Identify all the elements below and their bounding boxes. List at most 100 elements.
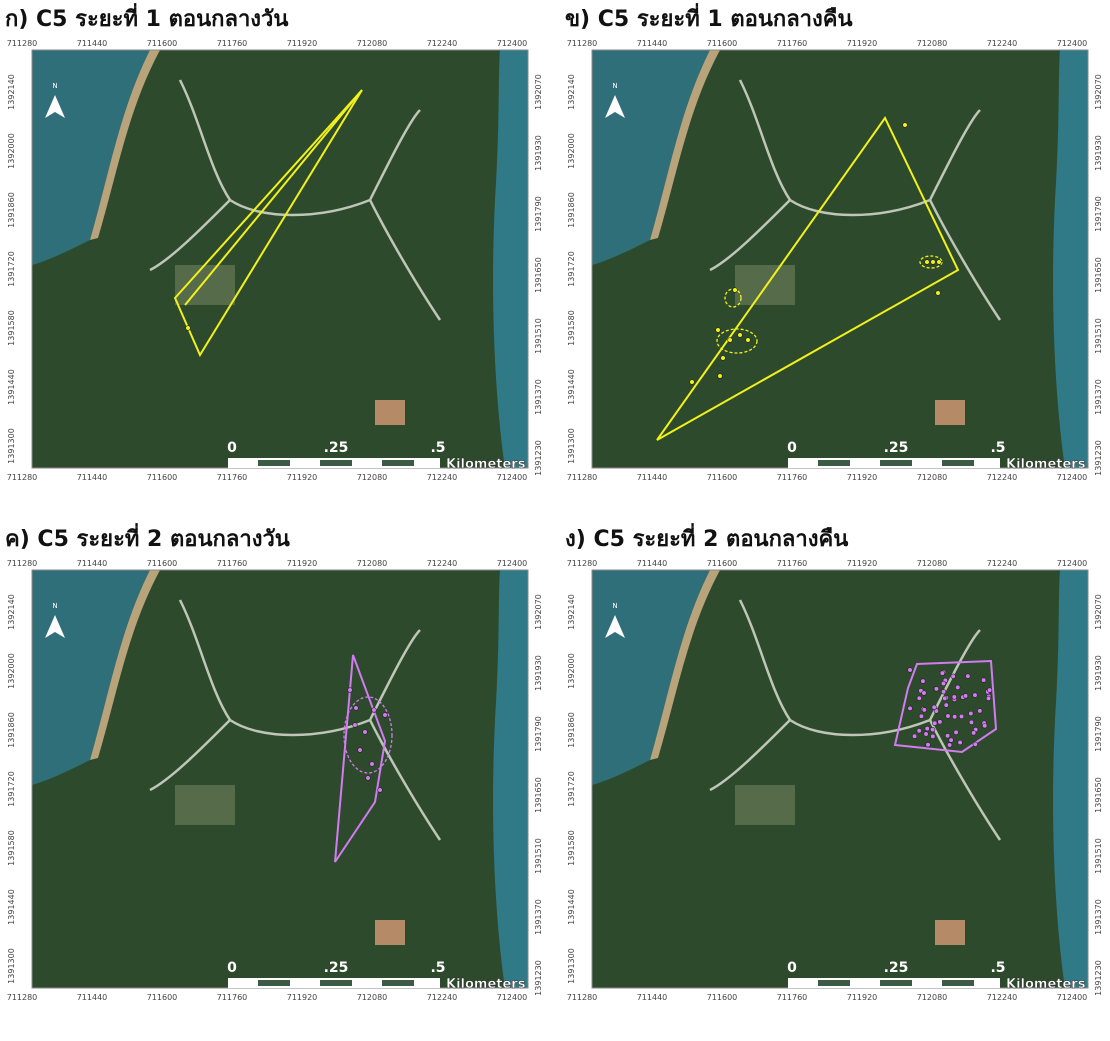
location-point [931,260,936,265]
location-point [971,731,976,736]
scale-bar-label: 0 [787,960,797,976]
x-tick-label-bottom: 712240 [987,473,1018,482]
y-tick-label-left: 1391440 [567,369,576,405]
scale-bar-segment [880,460,912,466]
x-tick-label-bottom: 711600 [707,473,738,482]
panel-title: ข) C5 ระยะที่ 1 ตอนกลางคืน [565,2,853,32]
scale-bar-segment [382,460,414,466]
y-tick-label-right: 1391650 [534,777,543,813]
x-tick-label-top: 711280 [567,39,598,48]
map-figure: ก) C5 ระยะที่ 1 ตอนกลางวันN7112807112807… [0,0,1110,1041]
y-tick-label-left: 1392000 [7,133,16,169]
x-tick-label-top: 711440 [77,39,108,48]
x-tick-label-top: 711440 [637,39,668,48]
location-point [721,356,726,361]
x-tick-label-top: 711280 [7,39,38,48]
x-tick-label-top: 711920 [287,559,318,568]
y-tick-label-right: 1391370 [534,379,543,415]
scale-bar-unit: Kilometers [1006,457,1086,472]
location-point [941,689,946,694]
y-tick-label-right: 1391930 [534,135,543,171]
clearing [375,400,405,425]
clearing [375,920,405,945]
scale-bar-segment [942,460,974,466]
location-point [938,720,943,725]
y-tick-label-right: 1391230 [534,960,543,996]
y-tick-label-right: 1392070 [534,74,543,110]
y-tick-label-right: 1391790 [1094,196,1103,232]
location-point [987,688,992,693]
y-tick-label-left: 1391860 [7,712,16,748]
x-tick-label-bottom: 712240 [427,993,458,1002]
x-tick-label-top: 711920 [287,39,318,48]
x-tick-label-top: 712240 [427,559,458,568]
scale-bar-label: .5 [990,440,1005,456]
x-tick-label-bottom: 711440 [77,473,108,482]
clearing [935,920,965,945]
location-point [922,691,927,696]
y-tick-label-left: 1392140 [567,594,576,630]
map-image [32,50,528,468]
x-tick-label-top: 712080 [917,559,948,568]
y-tick-label-right: 1391650 [1094,777,1103,813]
scale-bar-label: .5 [990,960,1005,976]
location-point [926,742,931,747]
x-tick-label-top: 712240 [427,39,458,48]
y-tick-label-right: 1391650 [1094,257,1103,293]
scale-bar-segment [818,980,850,986]
location-point [738,333,743,338]
location-point [936,291,941,296]
x-tick-label-bottom: 711920 [847,473,878,482]
scale-bar-label: .25 [884,960,909,976]
x-tick-label-top: 712080 [917,39,948,48]
location-point [930,727,935,732]
y-tick-label-left: 1392140 [567,74,576,110]
x-tick-label-bottom: 711760 [777,993,808,1002]
location-point [372,708,377,713]
y-tick-label-left: 1391300 [567,948,576,984]
location-point [946,714,951,719]
location-point [919,714,924,719]
location-point [951,674,956,679]
location-point [981,678,986,683]
scale-bar-segment [258,980,290,986]
location-point [982,723,987,728]
y-tick-label-right: 1391930 [1094,655,1103,691]
location-point [925,726,930,731]
y-tick-label-left: 1391580 [567,310,576,346]
y-tick-label-left: 1391860 [567,192,576,228]
x-tick-label-bottom: 712400 [1057,473,1088,482]
location-point [690,380,695,385]
clearing [175,785,235,825]
x-tick-label-bottom: 711920 [287,993,318,1002]
scale-bar-segment [320,460,352,466]
scale-bar-unit: Kilometers [446,977,526,992]
y-tick-label-right: 1391230 [1094,440,1103,476]
x-tick-label-bottom: 712080 [917,993,948,1002]
y-tick-label-right: 1391370 [1094,379,1103,415]
panel-title: ค) C5 ระยะที่ 2 ตอนกลางวัน [5,522,290,552]
x-tick-label-bottom: 712080 [357,473,388,482]
y-tick-label-right: 1391790 [534,716,543,752]
y-tick-label-right: 1391790 [1094,716,1103,752]
location-point [354,706,359,711]
clearing [735,785,795,825]
y-tick-label-left: 1392000 [567,653,576,689]
y-tick-label-right: 1392070 [1094,594,1103,630]
location-point [952,695,957,700]
location-point [973,693,978,698]
x-tick-label-top: 711280 [7,559,38,568]
y-tick-label-left: 1392140 [7,594,16,630]
y-tick-label-left: 1391720 [7,251,16,287]
x-tick-label-bottom: 711440 [637,993,668,1002]
scale-bar-label: .5 [430,440,445,456]
x-tick-label-bottom: 711600 [147,993,178,1002]
x-tick-label-top: 712400 [1057,559,1088,568]
x-tick-label-top: 711760 [777,39,808,48]
y-tick-label-right: 1391790 [534,196,543,232]
y-tick-label-left: 1391720 [567,771,576,807]
location-point [931,734,936,739]
y-tick-label-left: 1391580 [567,830,576,866]
scale-bar-label: 0 [787,440,797,456]
x-tick-label-top: 712240 [987,559,1018,568]
